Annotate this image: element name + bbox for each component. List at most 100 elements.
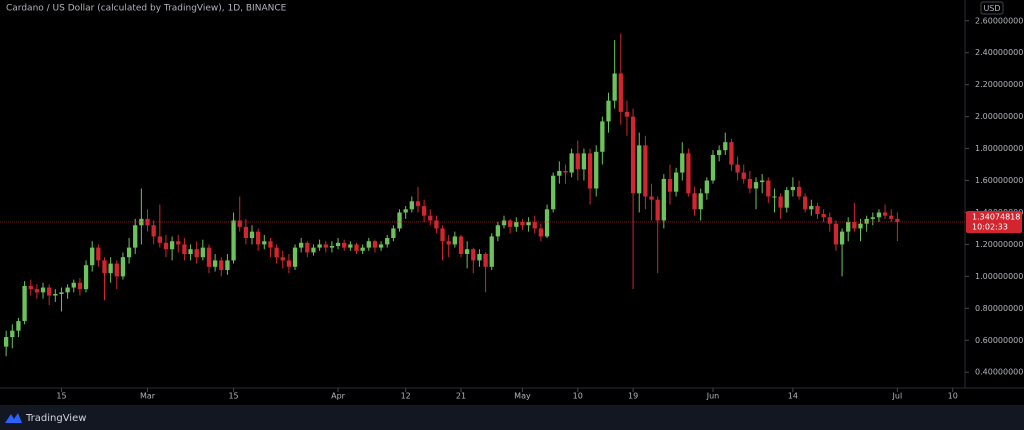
candle-body [249, 231, 255, 239]
candle-body [176, 241, 181, 245]
candle-body [16, 321, 21, 331]
y-tick-label: 0.80000000 [975, 304, 1023, 313]
candle-body [421, 206, 427, 216]
x-tick-label: 15 [56, 392, 66, 401]
candle-body [40, 287, 46, 293]
candle-body [760, 180, 765, 183]
candle-body [692, 193, 697, 210]
candle-body [551, 175, 556, 210]
candle-body [90, 247, 95, 266]
y-tick-label: 0.40000000 [975, 368, 1023, 377]
candle-body [83, 265, 89, 290]
x-tick-label: 21 [456, 392, 466, 401]
candle-body [59, 292, 64, 294]
candle-body [667, 178, 673, 192]
y-tick-label: 2.40000000 [975, 48, 1023, 57]
candle-body [335, 242, 341, 247]
candle-body [200, 247, 205, 258]
candle-body [606, 100, 611, 122]
candle-body [329, 246, 335, 248]
candle-body [846, 222, 851, 232]
currency-box[interactable] [980, 1, 1004, 15]
candle-body [563, 170, 568, 173]
candle-body [360, 247, 365, 251]
candle-body [839, 231, 845, 245]
candle-body [256, 231, 261, 245]
candle-body [612, 73, 617, 101]
candle-body [587, 153, 593, 189]
x-tick-label: Jun [706, 392, 720, 401]
candle-body [317, 244, 322, 248]
candle-body [403, 209, 408, 213]
candle-body [575, 153, 580, 170]
y-tick-label: 2.60000000 [975, 16, 1023, 25]
candle-body [212, 260, 218, 267]
candle-body [661, 178, 666, 221]
candle-body [895, 218, 900, 223]
candle-body [311, 247, 316, 253]
candle-body [188, 249, 193, 255]
candle-body [827, 217, 832, 224]
candle-body [114, 263, 119, 277]
candle-body [342, 242, 347, 248]
footer [0, 405, 1024, 430]
candle-body [889, 215, 894, 219]
candle-body [452, 236, 457, 245]
candle-body [206, 247, 212, 267]
candle-body [704, 180, 709, 194]
candle-body [157, 236, 162, 243]
candle-body [108, 263, 113, 274]
candle-body [47, 287, 52, 296]
x-tick-label: 12 [401, 392, 411, 401]
candle-body [600, 121, 605, 152]
candle-body [415, 201, 421, 207]
candle-body [71, 282, 76, 288]
x-tick-label: Mar [140, 392, 156, 401]
y-tick-label: 1.00000000 [975, 272, 1023, 281]
chart-title: Cardano / US Dollar (calculated by Tradi… [6, 4, 287, 14]
candle-body [858, 223, 863, 229]
countdown-label: 10:02:33 [972, 222, 1008, 231]
y-tick-label: 2.20000000 [975, 80, 1023, 89]
candle-body [10, 330, 15, 338]
candle-body [784, 190, 789, 208]
candle-body [680, 153, 685, 173]
candle-body [237, 220, 242, 227]
currency[interactable]: USD [983, 4, 1000, 13]
candle-body [870, 217, 875, 219]
candle-body [753, 182, 759, 189]
candle-body [772, 196, 777, 198]
candle-body [489, 236, 494, 267]
candle-body [458, 236, 464, 255]
candle-body [655, 199, 660, 221]
x-tick-label: Jul [892, 392, 903, 401]
candle-body [686, 153, 691, 194]
y-tick-label: 1.20000000 [975, 240, 1023, 249]
candle-body [102, 260, 107, 274]
candle-body [526, 222, 531, 226]
candle-body [747, 178, 753, 189]
y-tick-label: 1.80000000 [975, 144, 1023, 153]
candle-body [77, 282, 83, 290]
candle-body [169, 241, 175, 250]
candle-body [145, 218, 150, 226]
candle-body [508, 220, 513, 227]
candle-body [34, 289, 40, 293]
candle-body [618, 73, 623, 112]
candle-body [182, 244, 187, 255]
y-tick-label: 2.00000000 [975, 112, 1023, 121]
candle-body [446, 241, 451, 245]
candle-body [501, 220, 507, 226]
brand-name[interactable]: TradingView [25, 413, 86, 424]
x-tick-label: 15 [228, 392, 238, 401]
x-tick-label: 10 [573, 392, 583, 401]
candle-body [796, 186, 802, 197]
candle-body [815, 206, 820, 215]
candle-body [96, 247, 101, 261]
candle-body [22, 285, 27, 322]
candle-body [735, 164, 740, 173]
candle-body [163, 242, 169, 250]
candle-body [299, 242, 304, 248]
brand-logo[interactable] [5, 413, 22, 423]
candle-body [225, 260, 230, 270]
